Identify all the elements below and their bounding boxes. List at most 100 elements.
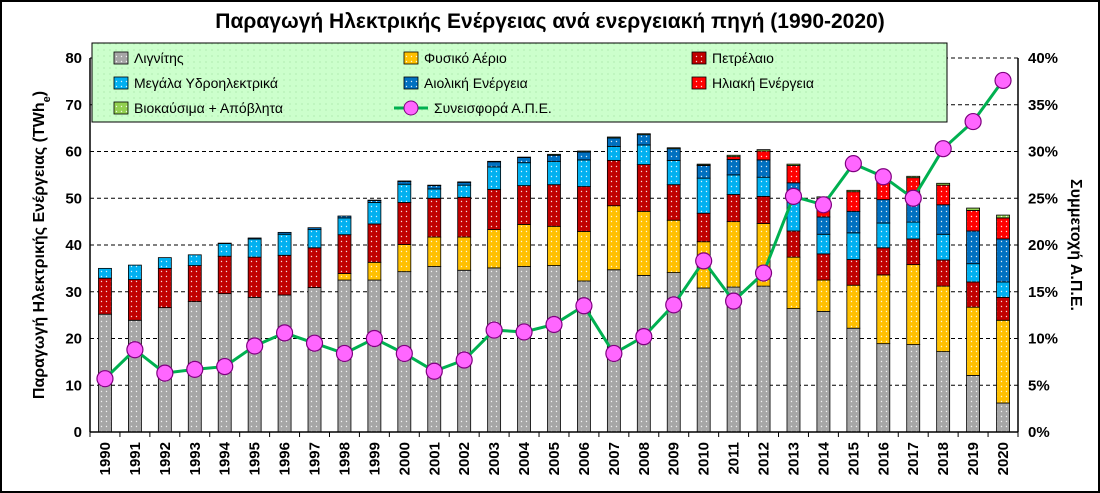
bar-gas-1998: [337, 273, 352, 281]
y2-tick-label: 15%: [1028, 284, 1058, 301]
bar-bio-2013: [786, 163, 801, 166]
x-tick-label: 2013: [785, 442, 802, 475]
bar-hydro-2016: [876, 222, 891, 249]
bar-wind-2004: [517, 157, 531, 164]
y-tick-label: 60: [65, 144, 82, 161]
bar-hydro-2009: [666, 159, 681, 186]
legend-label: Συνεισφορά Α.Π.Ε.: [434, 100, 552, 116]
bar-stack-2003: [487, 160, 502, 433]
x-tick-label: 2008: [636, 442, 653, 475]
bar-hydro-2001: [427, 188, 442, 199]
bar-hydro-2018: [936, 233, 951, 261]
res-share-marker-2008: [635, 328, 653, 346]
bar-wind-2008: [636, 134, 651, 146]
x-tick-label: 1995: [247, 442, 264, 475]
bar-oil-2013: [786, 230, 801, 258]
bar-gas-2008: [636, 210, 651, 276]
bar-hydro-2004: [517, 162, 531, 187]
bar-lignite-2014: [816, 310, 831, 433]
bar-lignite-2001: [427, 266, 442, 433]
bar-gas-2000: [397, 244, 412, 273]
bar-gas-1999: [367, 261, 382, 281]
x-tick-label: 2006: [576, 442, 593, 475]
res-share-marker-2010: [695, 252, 713, 270]
y2-tick-label: 5%: [1028, 377, 1050, 394]
x-tick-label: 2000: [396, 442, 413, 475]
y2-tick-label: 10%: [1028, 331, 1058, 348]
bar-bio-2007: [606, 136, 621, 139]
y-axis-label-subscript: e: [41, 96, 53, 102]
legend-label: Ηλιακή Ενέργεια: [712, 75, 814, 91]
bar-hydro-2006: [577, 159, 591, 187]
res-share-marker-2000: [395, 344, 413, 363]
res-share-marker-2016: [874, 168, 892, 186]
bar-gas-2018: [936, 285, 951, 352]
bar-bio-2019: [966, 207, 980, 211]
bar-bio-2017: [906, 175, 921, 179]
y2-tick-label: 25%: [1028, 190, 1058, 207]
y2-tick-label: 35%: [1028, 97, 1058, 114]
bar-wind-2003: [487, 161, 502, 168]
bar-gas-2019: [966, 306, 980, 376]
bar-gas-2015: [846, 284, 861, 329]
bar-stack-1993: [187, 254, 202, 433]
bar-wind-1997: [307, 227, 322, 230]
bar-stack-1999: [367, 199, 382, 433]
legend-marker-swatch: [403, 100, 419, 116]
bar-hydro-1998: [337, 217, 352, 236]
x-tick-label: 1996: [277, 442, 294, 475]
res-share-marker-2012: [754, 264, 773, 282]
bar-wind-1995: [247, 237, 262, 240]
res-share-marker-1991: [126, 341, 144, 359]
bar-lignite-2016: [876, 343, 891, 433]
legend-label: Πετρέλαιο: [712, 50, 774, 66]
bar-hydro-2008: [636, 144, 651, 165]
res-share-marker-2013: [784, 187, 803, 205]
bar-bio-2020: [996, 214, 1010, 219]
bar-hydro-2015: [846, 232, 861, 260]
bar-lignite-1996: [277, 294, 292, 433]
bar-stack-2000: [397, 180, 412, 433]
legend-item-lignite: Λιγνίτης: [113, 50, 184, 66]
bar-stack-1994: [217, 242, 232, 433]
y-tick-label: 50: [65, 190, 82, 207]
legend-label: Αιολική Ενέργεια: [424, 75, 528, 91]
y-axis-label-text: Παραγωγή Ηλεκτρικής Ενέργειας (TWh: [31, 102, 48, 399]
bar-wind-2020: [996, 238, 1010, 283]
bar-wind-1996: [277, 231, 292, 235]
bar-bio-2006: [577, 150, 591, 153]
bar-gas-2003: [487, 229, 502, 269]
bar-gas-2016: [876, 274, 891, 345]
bar-gas-2017: [906, 264, 921, 345]
bar-oil-1993: [187, 265, 202, 302]
bar-solar-2013: [786, 165, 801, 184]
x-tick-label: 2005: [546, 442, 563, 475]
bar-oil-2007: [606, 159, 621, 207]
bar-oil-2010: [696, 212, 711, 243]
legend-swatch: [113, 101, 129, 115]
bar-oil-2016: [876, 247, 891, 276]
bar-hydro-1992: [157, 257, 172, 269]
legend-item-solar: Ηλιακή Ενέργεια: [691, 75, 814, 91]
res-share-marker-2003: [485, 321, 503, 339]
bar-hydro-2005: [547, 160, 561, 186]
bar-oil-2002: [457, 196, 472, 238]
bar-wind-2000: [397, 181, 412, 185]
res-share-marker-2017: [904, 189, 922, 207]
x-tick-label: 2010: [696, 442, 713, 475]
bar-oil-1991: [128, 279, 142, 321]
y-tick-label: 30: [65, 284, 82, 301]
bar-oil-1999: [367, 223, 382, 263]
y2-axis-label: Συμμετοχή Α.Π.Ε.: [1067, 179, 1084, 311]
res-share-marker-2019: [964, 112, 982, 131]
bar-wind-1998: [337, 215, 352, 219]
bar-solar-2015: [846, 191, 861, 212]
res-share-marker-2020: [994, 71, 1012, 90]
bar-stack-2019: [966, 207, 980, 433]
bar-lignite-2017: [906, 344, 921, 433]
bar-gas-2005: [547, 225, 561, 266]
res-share-marker-1990: [96, 370, 114, 388]
bar-oil-2003: [487, 188, 502, 230]
x-tick-label: 1993: [187, 442, 204, 475]
x-tick-label: 2003: [486, 442, 503, 475]
